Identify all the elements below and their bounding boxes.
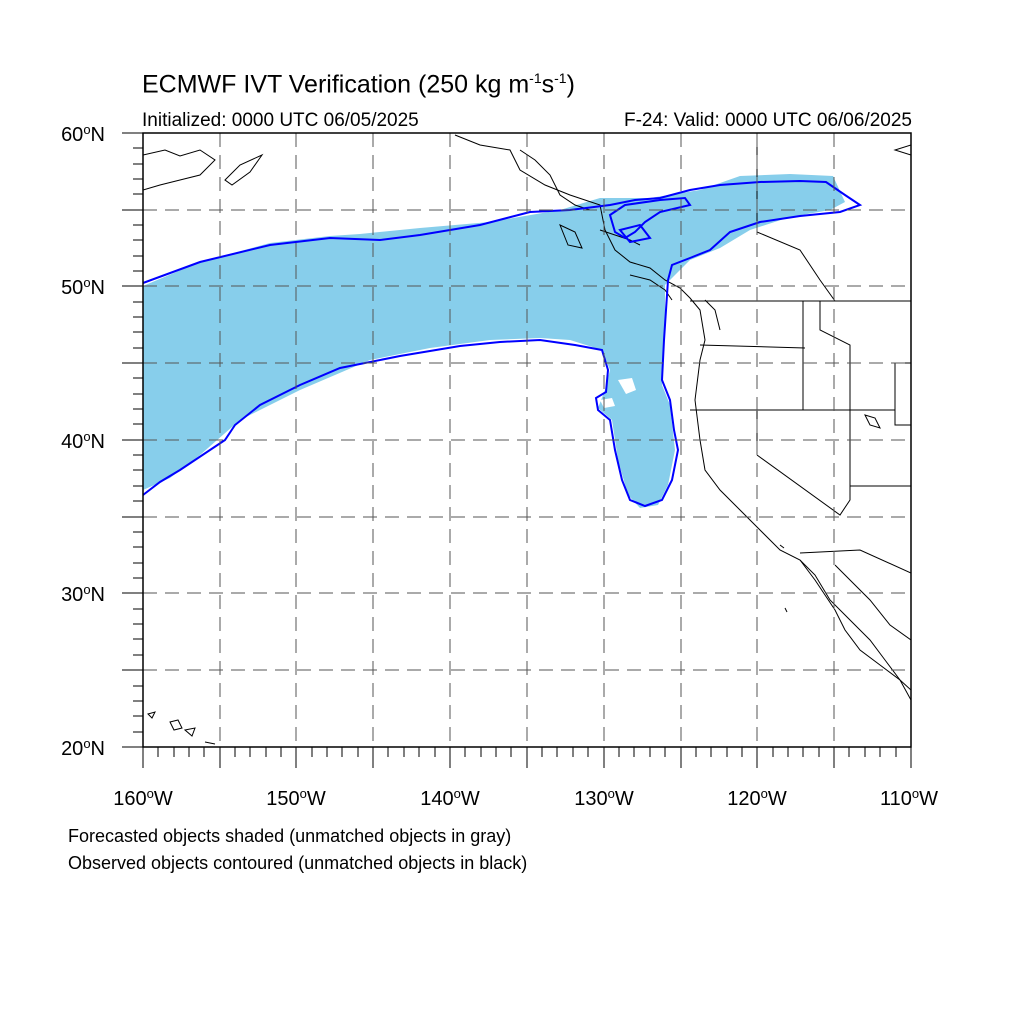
lat-label-20: 20oN [61, 736, 105, 760]
political-boundaries [690, 140, 911, 574]
lat-label-30: 30oN [61, 582, 105, 606]
lon-label-120w: 120oW [727, 786, 787, 810]
valid-time: F-24: Valid: 0000 UTC 06/06/2025 [624, 110, 912, 131]
forecast-legend-note: Forecasted objects shaded (unmatched obj… [68, 826, 512, 846]
forecast-gap [618, 378, 636, 394]
chart-title: ECMWF IVT Verification (250 kg m-1s-1) [142, 70, 575, 99]
lat-ticks [122, 132, 143, 748]
lon-label-150w: 150oW [266, 786, 326, 810]
lat-label-60: 60oN [61, 122, 105, 146]
forecast-object-shading [143, 174, 845, 508]
initialized-time: Initialized: 0000 UTC 06/05/2025 [142, 110, 419, 131]
graticule [143, 133, 911, 747]
lon-ticks [142, 747, 912, 768]
observed-legend-note: Observed objects contoured (unmatched ob… [68, 853, 528, 873]
lon-label-160w: 160oW [113, 786, 173, 810]
lat-label-40: 40oN [61, 429, 105, 453]
coastlines [143, 134, 911, 745]
lon-label-110w: 110oW [880, 786, 938, 810]
lat-label-50: 50oN [61, 275, 105, 299]
observed-object-contours [143, 179, 863, 508]
lon-label-140w: 140oW [420, 786, 480, 810]
lon-label-130w: 130oW [574, 786, 634, 810]
